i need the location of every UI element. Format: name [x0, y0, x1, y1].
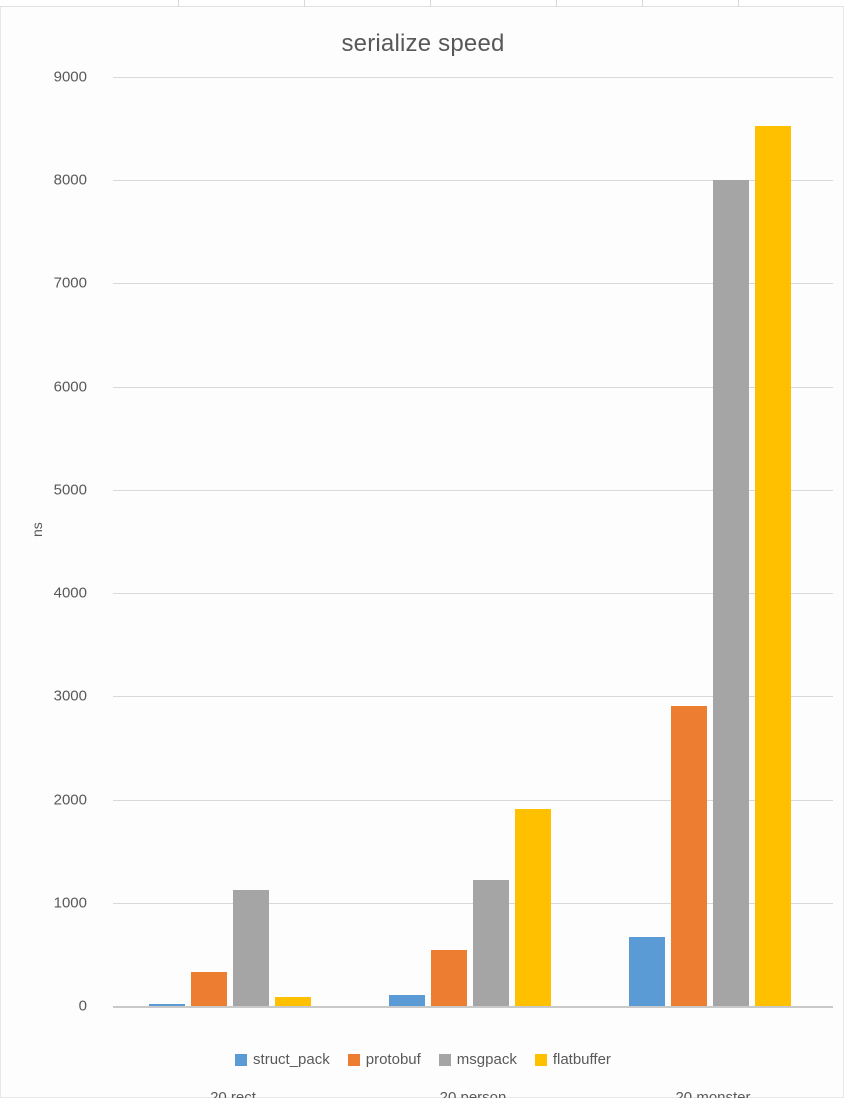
x-axis-category-label: 20 monster	[675, 1089, 751, 1098]
gridline-3000	[113, 696, 833, 698]
legend-item-flatbuffer[interactable]: flatbuffer	[534, 1051, 611, 1068]
chart-title: serialize speed	[341, 30, 505, 57]
legend-label: flatbuffer	[552, 1051, 611, 1068]
gridline-8000	[113, 180, 833, 182]
bar-msgpack-20-monster[interactable]	[713, 180, 749, 1006]
legend-label: protobuf	[365, 1051, 421, 1068]
bar-protobuf-20-person[interactable]	[431, 949, 467, 1006]
spreadsheet-column-separator	[178, 0, 179, 7]
bar-struct_pack-20-person[interactable]	[389, 995, 425, 1006]
gridline-2000	[113, 799, 833, 801]
legend-item-protobuf[interactable]: protobuf	[347, 1051, 421, 1068]
bar-flatbuffer-20-person[interactable]	[515, 808, 551, 1006]
x-axis-category-label: 20 person	[439, 1089, 507, 1098]
legend-item-msgpack[interactable]: msgpack	[438, 1051, 517, 1068]
x-axis-category-label: 20 rect	[210, 1089, 256, 1098]
legend-label: msgpack	[456, 1051, 517, 1068]
bar-struct_pack-20-monster[interactable]	[629, 936, 665, 1006]
bar-protobuf-20-rect[interactable]	[191, 971, 227, 1006]
chart-object[interactable]: serialize speed ns 0 1000 2000 3000 4000 5000…	[0, 7, 844, 1098]
gridline-0	[113, 1006, 833, 1008]
bar-flatbuffer-20-monster[interactable]	[755, 125, 791, 1006]
y-axis-tick-label: 4000	[53, 584, 87, 602]
gridline-6000	[113, 386, 833, 388]
legend-swatch-icon	[235, 1053, 248, 1066]
y-axis-tick-label: 6000	[53, 378, 87, 396]
legend-item-struct_pack[interactable]: struct_pack	[235, 1051, 330, 1068]
gridline-7000	[113, 283, 833, 285]
bar-struct_pack-20-rect[interactable]	[149, 1003, 185, 1006]
gridline-4000	[113, 593, 833, 595]
spreadsheet-column-separator	[304, 0, 305, 7]
legend-swatch-icon	[534, 1053, 547, 1066]
bar-flatbuffer-20-rect[interactable]	[275, 997, 311, 1006]
legend-swatch-icon	[347, 1053, 360, 1066]
spreadsheet-column-separator	[556, 0, 557, 7]
y-axis-tick-label: 1000	[53, 894, 87, 912]
plot-area: 0 1000 2000 3000 4000 5000 6000 7000 8000 9000 20 …	[54, 69, 833, 1098]
bar-msgpack-20-person[interactable]	[473, 879, 509, 1006]
spreadsheet-column-separator	[430, 0, 431, 7]
bar-protobuf-20-monster[interactable]	[671, 705, 707, 1006]
legend-swatch-icon	[438, 1053, 451, 1066]
bar-msgpack-20-rect[interactable]	[233, 890, 269, 1006]
y-axis-tick-label: 0	[78, 997, 87, 1015]
y-axis-tick-label: 8000	[53, 171, 87, 189]
y-axis-tick-label: 9000	[53, 68, 87, 86]
y-axis-title: ns	[29, 522, 45, 537]
spreadsheet-column-separator	[738, 0, 739, 7]
spreadsheet-column-separator	[642, 0, 643, 7]
y-axis-tick-label: 5000	[53, 481, 87, 499]
y-axis-tick-label: 7000	[53, 274, 87, 292]
gridline-5000	[113, 489, 833, 491]
chart-legend: struct_pack protobuf msgpack flatbuffer	[1, 1051, 844, 1068]
y-axis-tick-label: 2000	[53, 791, 87, 809]
spreadsheet-column-header-strip	[0, 0, 844, 7]
legend-label: struct_pack	[253, 1051, 330, 1068]
gridline-9000	[113, 77, 833, 78]
y-axis-tick-label: 3000	[53, 687, 87, 705]
